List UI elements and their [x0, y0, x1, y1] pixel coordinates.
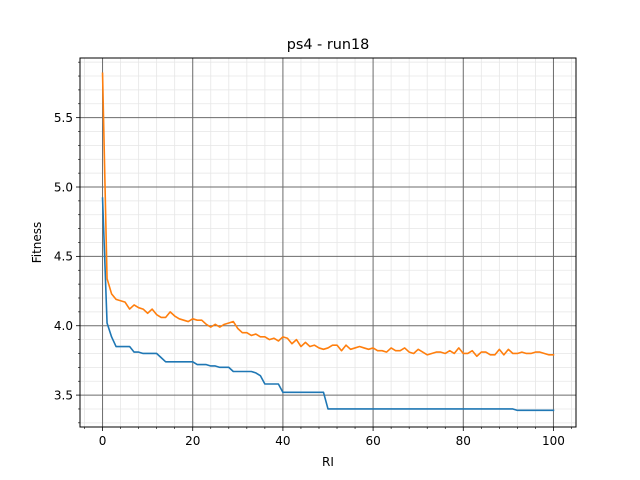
x-tick-label: 100 [542, 434, 565, 448]
y-tick-label: 4.0 [54, 319, 73, 333]
chart-title: ps4 - run18 [287, 37, 370, 53]
y-tick-label: 3.5 [54, 388, 73, 402]
x-tick-label: 40 [275, 434, 290, 448]
y-axis: 3.5 4.0 4.5 5.0 5.5 [54, 61, 80, 424]
x-tick-label: 0 [99, 434, 107, 448]
series-line-1 [101, 197, 555, 412]
y-axis-title: Fitness [30, 222, 44, 264]
minor-grid [80, 58, 576, 427]
series-layer [101, 72, 555, 412]
y-tick-label: 5.5 [54, 111, 73, 125]
x-axis-title: RI [322, 455, 334, 469]
y-tick-label: 4.5 [54, 250, 73, 264]
y-tick-label: 5.0 [54, 180, 73, 194]
major-grid [80, 58, 576, 427]
x-tick-label: 20 [185, 434, 200, 448]
x-tick-label: 80 [456, 434, 471, 448]
x-tick-label: 60 [365, 434, 380, 448]
x-axis: 0 20 40 60 80 100 [84, 427, 572, 448]
series-line-2 [101, 72, 555, 358]
